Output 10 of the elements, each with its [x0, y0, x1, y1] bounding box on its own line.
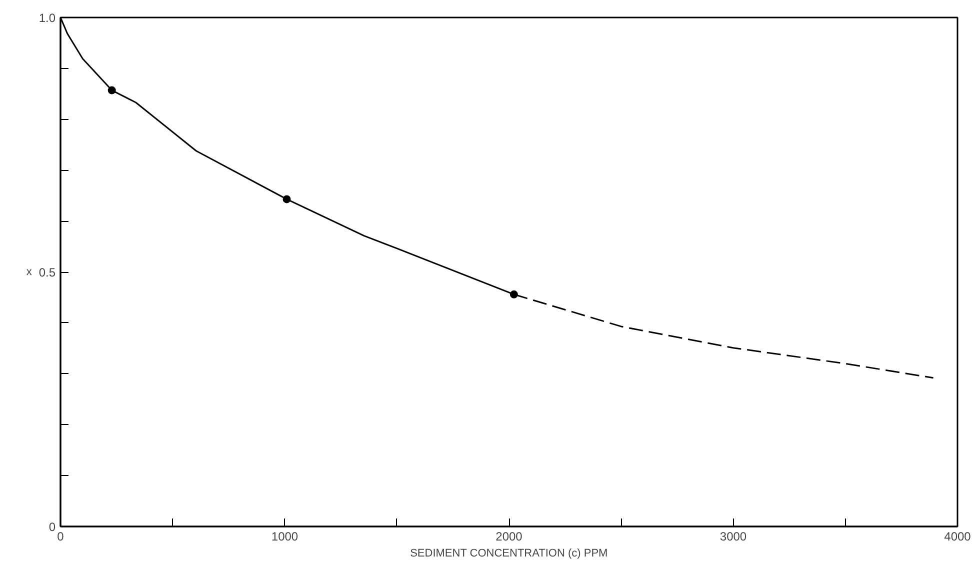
x-tick-label: 2000: [496, 530, 523, 544]
y-tick-label: 0: [48, 520, 56, 534]
y-axis-title: x: [26, 266, 32, 278]
x-tick-label: 1000: [271, 530, 298, 544]
x-tick-label: 3000: [720, 530, 747, 544]
y-tick-label: 1.0: [38, 11, 56, 25]
y-tick-label: 0.5: [38, 266, 56, 280]
x-tick-label: 4000: [944, 530, 972, 544]
x-tick-label: 0: [57, 530, 64, 544]
x-axis-title: SEDIMENT CONCENTRATION (c) PPM: [410, 548, 608, 560]
